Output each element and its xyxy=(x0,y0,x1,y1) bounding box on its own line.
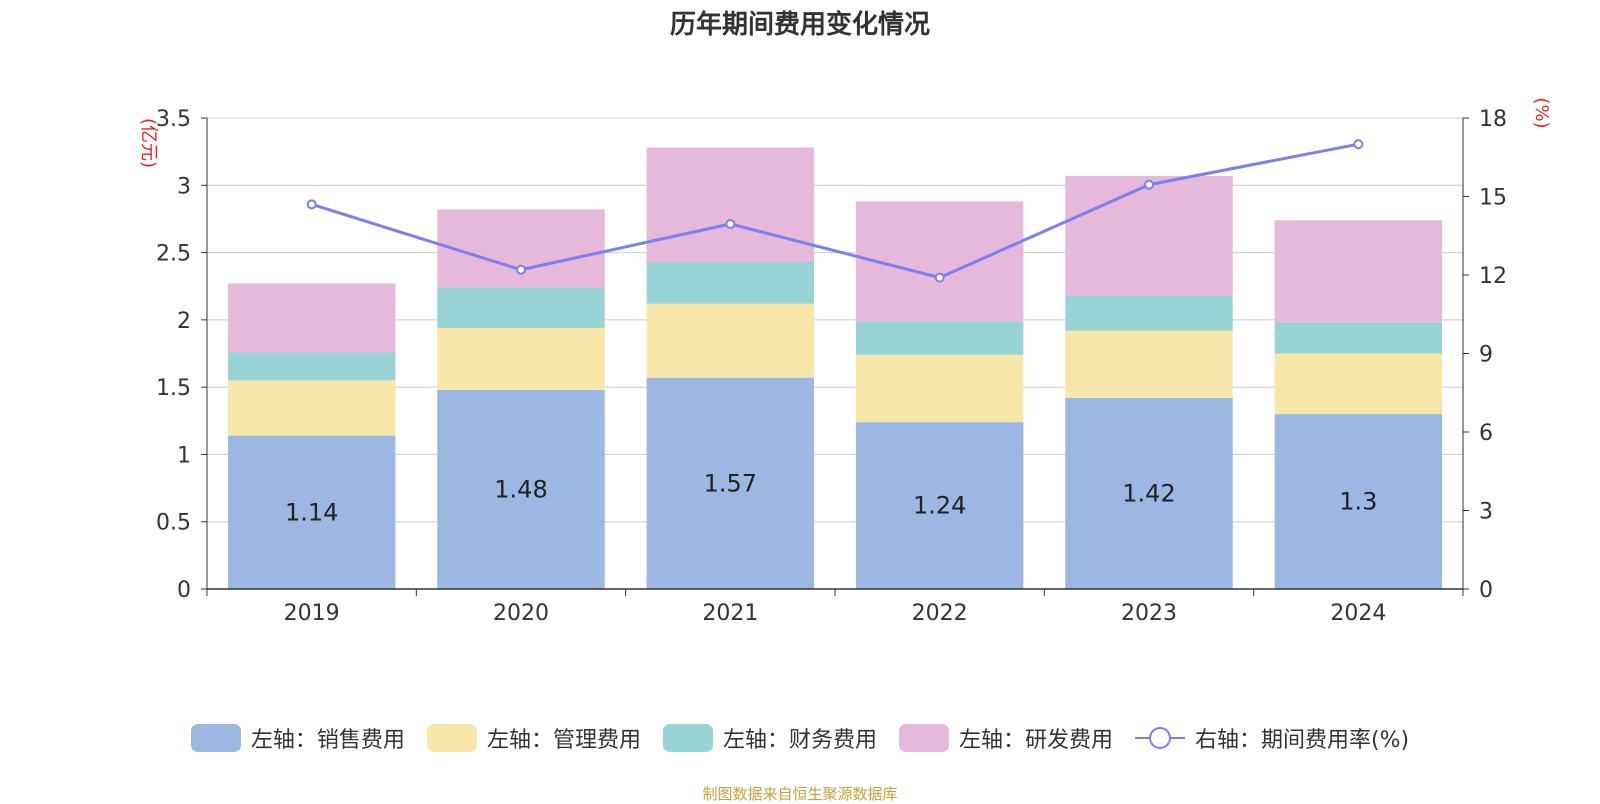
bar-segment xyxy=(1274,414,1443,589)
legend-swatch-sales xyxy=(190,724,241,752)
bar-data-label: 1.24 xyxy=(913,492,966,520)
legend-label-expense-rate: 右轴：期间费用率(%) xyxy=(1194,728,1410,753)
y-left-tick-label: 0.5 xyxy=(156,511,191,536)
bar-segment xyxy=(1274,353,1443,415)
y-left-tick-label: 1 xyxy=(177,443,191,468)
legend-swatch-rd xyxy=(898,724,949,752)
expense-rate-point xyxy=(306,199,317,210)
x-tick-label: 2021 xyxy=(702,601,758,626)
legend-swatch-admin xyxy=(426,724,477,752)
bar-segment xyxy=(646,147,815,262)
legend-item-admin[interactable]: 左轴：管理费用 xyxy=(426,722,641,754)
y-right-tick-label: 3 xyxy=(1479,500,1493,525)
y-right-tick-label: 9 xyxy=(1479,343,1493,368)
legend-label-sales: 左轴：销售费用 xyxy=(250,728,405,753)
bar-data-label: 1.42 xyxy=(1122,479,1175,507)
bar-data-label: 1.57 xyxy=(704,469,757,497)
bar-segment xyxy=(1065,295,1233,331)
y-left-tick-label: 2.5 xyxy=(156,242,191,267)
y-right-tick-label: 12 xyxy=(1479,264,1507,289)
y-right-tick-label: 6 xyxy=(1479,421,1493,446)
bar-segment xyxy=(1065,397,1233,589)
bar-segment xyxy=(227,435,396,589)
legend-item-rd[interactable]: 左轴：研发费用 xyxy=(898,722,1113,754)
x-tick-label: 2019 xyxy=(284,601,340,626)
legend-label-admin: 左轴：管理费用 xyxy=(486,728,641,753)
x-tick-label: 2022 xyxy=(912,601,968,626)
legend-item-finance[interactable]: 左轴：财务费用 xyxy=(662,722,877,754)
bar-data-label: 1.14 xyxy=(285,498,338,526)
bar-segment xyxy=(227,352,396,381)
bar-segment xyxy=(227,380,396,436)
y-left-tick-label: 3.5 xyxy=(156,107,191,132)
bar-segment xyxy=(437,389,605,589)
source-note: 制图数据来自恒生聚源数据库 xyxy=(702,785,898,803)
expense-rate-point xyxy=(1353,139,1364,150)
x-tick-label: 2024 xyxy=(1330,601,1386,626)
legend-item-expense-rate[interactable]: 右轴：期间费用率(%) xyxy=(1134,722,1410,754)
chart-title: 历年期间费用变化情况 xyxy=(669,10,930,40)
y-left-tick-label: 1.5 xyxy=(156,376,191,401)
legend-label-finance: 左轴：财务费用 xyxy=(722,728,877,753)
bar-segment xyxy=(227,283,396,353)
bar-data-label: 1.48 xyxy=(494,475,547,503)
y-right-tick-label: 15 xyxy=(1479,186,1507,211)
y-left-tick-label: 0 xyxy=(177,578,191,603)
expense-rate-point xyxy=(725,218,736,229)
y-right-tick-label: 0 xyxy=(1479,578,1493,603)
bar-segment xyxy=(1274,322,1443,354)
y-left-tick-label: 3 xyxy=(177,174,191,199)
y-left-tick-label: 2 xyxy=(177,309,191,334)
x-tick-label: 2023 xyxy=(1121,601,1177,626)
expense-rate-line xyxy=(311,142,1359,280)
bar-segment xyxy=(646,303,815,378)
expense-rate-point xyxy=(516,264,526,275)
y-left-unit: (亿元) xyxy=(138,118,159,168)
bar-segment xyxy=(855,354,1024,423)
bar-segment xyxy=(646,377,815,589)
legend-swatch-finance xyxy=(662,724,713,752)
legend: 左轴：销售费用 左轴：管理费用 左轴：财务费用 左轴：研发费用 右轴：期间费用率… xyxy=(0,720,1600,756)
y-right-unit: (%) xyxy=(1531,97,1552,128)
bar-segment xyxy=(855,422,1024,589)
bar-segment xyxy=(1274,220,1443,323)
bar-segment xyxy=(855,321,1024,355)
bar-segment xyxy=(1065,330,1233,398)
expense-rate-point xyxy=(934,272,945,283)
bar-segment xyxy=(437,327,605,390)
expense-rate-point xyxy=(1144,179,1154,190)
legend-item-sales[interactable]: 左轴：销售费用 xyxy=(190,722,405,754)
bar-segment xyxy=(646,261,815,304)
bar-segment xyxy=(437,209,605,288)
bar-segment xyxy=(437,287,605,328)
bar-data-label: 1.3 xyxy=(1339,488,1377,516)
bar-segment xyxy=(1065,175,1233,296)
y-right-tick-label: 18 xyxy=(1479,107,1507,132)
legend-swatch-expense-rate xyxy=(1134,727,1185,749)
x-tick-label: 2020 xyxy=(493,601,549,626)
legend-label-rd: 左轴：研发费用 xyxy=(958,728,1113,753)
bar-segment xyxy=(855,201,1024,322)
